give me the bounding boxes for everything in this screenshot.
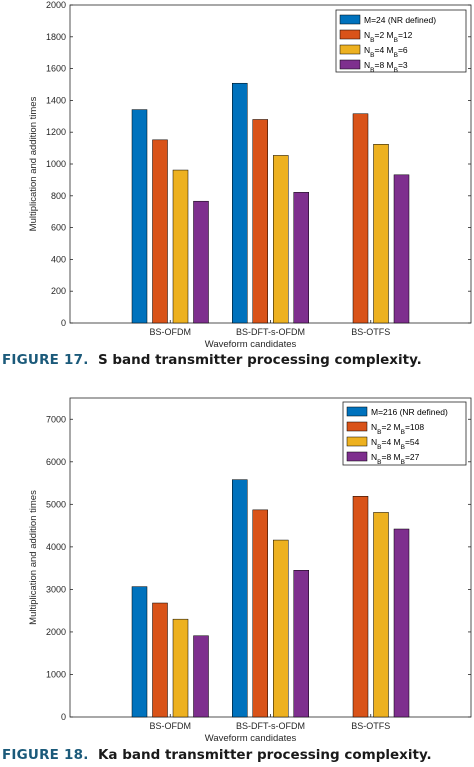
y-tick-label: 1000 xyxy=(46,159,66,169)
bar-bs-dft-s-ofdm-series-3 xyxy=(273,155,289,324)
bar-bs-ofdm-series-3 xyxy=(172,618,189,718)
bar-bs-ofdm-series-2 xyxy=(152,139,168,324)
y-tick-label: 1000 xyxy=(46,669,66,679)
bar-bs-ofdm-series-1 xyxy=(131,586,148,718)
legend-swatch-3 xyxy=(339,44,361,55)
legend-entry-2: NB=2 MB=108 xyxy=(371,422,424,436)
y-tick-label: 0 xyxy=(61,712,66,722)
chart-ka-band: BS-OFDM BS-DFT-s-OFDM BS-OTFS 0 1000 2000 3000… xyxy=(28,397,472,744)
figure-18-text: Ka band transmitter processing complexit… xyxy=(97,747,432,763)
y-tick-label: 400 xyxy=(51,254,66,264)
y-tick-label: 2000 xyxy=(46,0,66,10)
legend-swatch-1 xyxy=(339,14,361,25)
bar-bs-otfs-series-4 xyxy=(393,528,410,718)
legend-entry-1: M=216 (NR defined) xyxy=(371,407,448,417)
y-tick-label: 5000 xyxy=(46,499,66,509)
figure-17-text: S band transmitter processing complexity… xyxy=(97,352,422,368)
x-tick-label: BS-OFDM xyxy=(150,721,192,731)
y-tick-label: 200 xyxy=(51,286,66,296)
y-tick-label: 1400 xyxy=(46,95,66,105)
y-tick-label: 0 xyxy=(61,318,66,328)
bar-bs-otfs-series-2 xyxy=(352,113,369,324)
y-tick-label: 6000 xyxy=(46,457,66,467)
x-tick-label: BS-DFT-s-OFDM xyxy=(236,721,305,731)
y-tick-label: 1200 xyxy=(46,127,66,137)
y-tick-label: 4000 xyxy=(46,542,66,552)
y-tick-label: 1600 xyxy=(46,64,66,74)
y-tick-label: 2000 xyxy=(46,627,66,637)
legend-swatch-4 xyxy=(339,59,361,70)
x-tick-label: BS-OFDM xyxy=(150,327,192,337)
x-axis-label: Waveform candidates xyxy=(205,339,297,350)
bar-bs-otfs-series-2 xyxy=(352,496,369,718)
legend-swatch-4 xyxy=(346,451,368,462)
figure-18-caption: FIGURE 18. Ka band transmitter processin… xyxy=(2,747,432,763)
x-tick-label: BS-OTFS xyxy=(351,327,390,337)
bar-bs-ofdm-series-3 xyxy=(172,169,189,324)
legend-swatch-2 xyxy=(346,421,368,432)
bar-bs-dft-s-ofdm-series-4 xyxy=(293,570,309,718)
chart-s-band: BS-OFDM BS-DFT-s-OFDM BS-OTFS 0 200 400 600 800… xyxy=(28,0,472,350)
y-tick-label: 800 xyxy=(51,191,66,201)
legend-entry-2: NB=2 MB=12 xyxy=(364,30,413,44)
bar-bs-otfs-series-3 xyxy=(373,144,389,324)
y-tick-label: 3000 xyxy=(46,584,66,594)
legend-entry-4: NB=8 MB=3 xyxy=(364,60,408,74)
bar-bs-dft-s-ofdm-series-1 xyxy=(232,479,248,718)
legend-entry-3: NB=4 MB=6 xyxy=(364,45,408,59)
y-axis-label: Multiplication and addition times xyxy=(28,490,39,625)
y-tick-label: 1800 xyxy=(46,32,66,42)
bar-bs-ofdm-series-1 xyxy=(131,109,148,324)
bar-bs-otfs-series-3 xyxy=(373,512,389,718)
bar-bs-dft-s-ofdm-series-4 xyxy=(293,192,309,324)
bar-bs-ofdm-series-2 xyxy=(152,602,168,718)
bar-bs-dft-s-ofdm-series-1 xyxy=(232,82,248,324)
bar-bs-dft-s-ofdm-series-3 xyxy=(273,539,289,718)
legend-swatch-3 xyxy=(346,436,368,447)
bar-bs-otfs-series-4 xyxy=(393,174,410,324)
figure-18-label: FIGURE 18. xyxy=(2,747,89,763)
legend-entry-3: NB=4 MB=54 xyxy=(371,437,420,451)
legend-swatch-1 xyxy=(346,406,368,417)
figure-17-caption: FIGURE 17. S band transmitter processing… xyxy=(2,352,422,368)
figure-17-label: FIGURE 17. xyxy=(2,352,89,368)
y-tick-label: 600 xyxy=(51,223,66,233)
legend-swatch-2 xyxy=(339,29,361,40)
bar-bs-ofdm-series-4 xyxy=(193,635,209,718)
y-tick-label: 7000 xyxy=(46,414,66,424)
y-axis-label: Multiplication and addition times xyxy=(28,96,39,231)
x-tick-label: BS-OTFS xyxy=(351,721,390,731)
bar-bs-dft-s-ofdm-series-2 xyxy=(252,119,268,324)
bar-bs-ofdm-series-4 xyxy=(193,200,209,324)
x-axis-label: Waveform candidates xyxy=(205,733,297,744)
bar-bs-dft-s-ofdm-series-2 xyxy=(252,509,268,718)
legend-entry-4: NB=8 MB=27 xyxy=(371,452,420,466)
x-tick-label: BS-DFT-s-OFDM xyxy=(236,327,305,337)
legend-entry-1: M=24 (NR defined) xyxy=(364,15,436,25)
